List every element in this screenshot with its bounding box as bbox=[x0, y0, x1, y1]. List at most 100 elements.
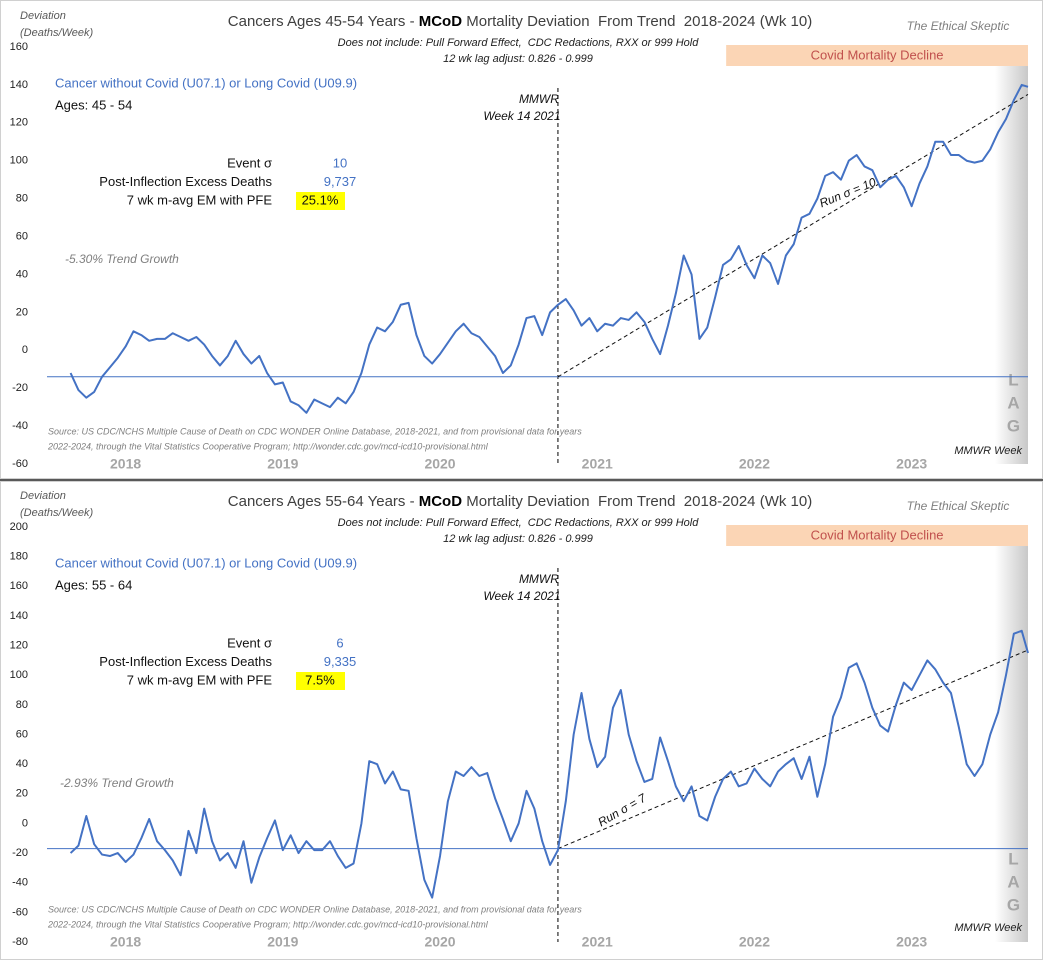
stat-value: 9,737 bbox=[324, 174, 357, 189]
x-tick-label: 2021 bbox=[582, 456, 613, 472]
x-tick-label: 2019 bbox=[267, 934, 298, 950]
subtitle: Does not include: Pull Forward Effect, C… bbox=[338, 517, 700, 529]
trend-line bbox=[557, 649, 1029, 850]
covid-band bbox=[726, 45, 1028, 66]
stat-label: 7 wk m-avg EM with PFE bbox=[127, 192, 273, 207]
subtitle: Does not include: Pull Forward Effect, C… bbox=[338, 37, 700, 49]
y-tick-label: -60 bbox=[12, 906, 28, 918]
source-note: 2022-2024, through the Vital Statistics … bbox=[47, 919, 489, 929]
x-tick-label: 2022 bbox=[739, 934, 770, 950]
lag-region bbox=[994, 66, 1028, 464]
subtitle: 12 wk lag adjust: 0.826 - 0.999 bbox=[443, 53, 593, 65]
y-tick-label: 60 bbox=[16, 230, 28, 242]
y-tick-label: 140 bbox=[10, 79, 28, 91]
panel-frame bbox=[0, 481, 1043, 960]
y-tick-label: 40 bbox=[16, 758, 28, 770]
covid-band-label: Covid Mortality Decline bbox=[811, 527, 944, 542]
stat-label: Post-Inflection Excess Deaths bbox=[99, 174, 272, 189]
stat-label: Event σ bbox=[227, 635, 272, 650]
x-tick-label: 2023 bbox=[896, 456, 927, 472]
legend-entry: Cancer without Covid (U07.1) or Long Cov… bbox=[55, 555, 357, 570]
lag-letter: A bbox=[1007, 872, 1019, 891]
y-tick-label: 120 bbox=[10, 639, 28, 651]
y-tick-label: 80 bbox=[16, 699, 28, 711]
stat-label: 7 wk m-avg EM with PFE bbox=[127, 672, 273, 687]
y-tick-label: 0 bbox=[22, 817, 28, 829]
y-tick-label: 160 bbox=[10, 580, 28, 592]
x-tick-label: 2022 bbox=[739, 456, 770, 472]
covid-band-label: Covid Mortality Decline bbox=[811, 47, 944, 62]
event-annotation: Week 14 2021 bbox=[483, 109, 560, 123]
trend-growth: -5.30% Trend Growth bbox=[65, 252, 179, 266]
stat-highlight bbox=[296, 192, 345, 210]
lag-letter: G bbox=[1007, 416, 1020, 435]
stat-highlight bbox=[296, 672, 345, 690]
trend-line bbox=[557, 93, 1029, 378]
y-tick-label: -20 bbox=[12, 382, 28, 394]
ages-label: Ages: 55 - 64 bbox=[55, 577, 132, 592]
y-tick-label: 100 bbox=[10, 155, 28, 167]
x-tick-label: 2021 bbox=[582, 934, 613, 950]
lag-letter: L bbox=[1008, 370, 1018, 389]
y-tick-label: 100 bbox=[10, 669, 28, 681]
panel-frame bbox=[0, 0, 1043, 479]
x-tick-label: 2020 bbox=[424, 934, 455, 950]
x-tick-label: 2019 bbox=[267, 456, 298, 472]
lag-letter: A bbox=[1007, 393, 1019, 412]
chart-title: Cancers Ages 55-64 Years - MCoD Mortalit… bbox=[228, 493, 812, 510]
stat-value: 10 bbox=[333, 155, 347, 170]
y-tick-label: 60 bbox=[16, 728, 28, 740]
x-tick-label: 2018 bbox=[110, 934, 141, 950]
event-annotation: MMWR bbox=[519, 92, 559, 106]
stat-value: 7.5% bbox=[305, 672, 335, 687]
data-line bbox=[69, 83, 1029, 414]
y-tick-label: -60 bbox=[12, 458, 28, 470]
legend-entry: Cancer without Covid (U07.1) or Long Cov… bbox=[55, 75, 357, 90]
title-part: Mortality Deviation From Trend 2018-2024… bbox=[462, 493, 812, 510]
y-tick-label: 180 bbox=[10, 551, 28, 563]
stat-label: Event σ bbox=[227, 155, 272, 170]
x-axis-title: MMWR Week bbox=[954, 445, 1022, 457]
title-part: Cancers Ages 45-54 Years - bbox=[228, 13, 419, 30]
y-tick-label: 40 bbox=[16, 268, 28, 280]
y-tick-label: -40 bbox=[12, 877, 28, 889]
y-axis-title: Deviation bbox=[20, 10, 66, 22]
covid-band bbox=[726, 525, 1028, 546]
stat-label: Post-Inflection Excess Deaths bbox=[99, 654, 272, 669]
y-tick-label: 80 bbox=[16, 193, 28, 205]
y-tick-label: 20 bbox=[16, 306, 28, 318]
lag-letter: L bbox=[1008, 849, 1018, 868]
trend-growth: -2.93% Trend Growth bbox=[60, 776, 174, 790]
x-tick-label: 2018 bbox=[110, 456, 141, 472]
y-tick-label: -40 bbox=[12, 420, 28, 432]
brand: The Ethical Skeptic bbox=[907, 19, 1010, 33]
subtitle: 12 wk lag adjust: 0.826 - 0.999 bbox=[443, 533, 593, 545]
title-part: Cancers Ages 55-64 Years - bbox=[228, 493, 419, 510]
y-axis-title: Deviation bbox=[20, 490, 66, 502]
y-tick-label: 0 bbox=[22, 344, 28, 356]
x-tick-label: 2023 bbox=[896, 934, 927, 950]
title-part: MCoD bbox=[419, 13, 462, 30]
lag-letter: G bbox=[1007, 895, 1020, 914]
brand: The Ethical Skeptic bbox=[907, 499, 1010, 513]
title-part: Mortality Deviation From Trend 2018-2024… bbox=[462, 13, 812, 30]
stat-value: 6 bbox=[336, 635, 343, 650]
source-note: 2022-2024, through the Vital Statistics … bbox=[47, 441, 489, 451]
x-axis-title: MMWR Week bbox=[954, 922, 1022, 934]
chart-title: Cancers Ages 45-54 Years - MCoD Mortalit… bbox=[228, 13, 812, 30]
title-part: MCoD bbox=[419, 493, 462, 510]
stat-value: 25.1% bbox=[302, 192, 339, 207]
y-tick-label: 140 bbox=[10, 610, 28, 622]
event-annotation: MMWR bbox=[519, 572, 559, 586]
stat-value: 9,335 bbox=[324, 654, 357, 669]
y-tick-label: 160 bbox=[10, 41, 28, 53]
ages-label: Ages: 45 - 54 bbox=[55, 97, 132, 112]
source-note: Source: US CDC/NCHS Multiple Cause of De… bbox=[48, 904, 582, 914]
data-line bbox=[69, 629, 1029, 899]
y-tick-label: 120 bbox=[10, 117, 28, 129]
y-axis-title: (Deaths/Week) bbox=[20, 27, 93, 39]
x-tick-label: 2020 bbox=[424, 456, 455, 472]
y-axis-title: (Deaths/Week) bbox=[20, 507, 93, 519]
